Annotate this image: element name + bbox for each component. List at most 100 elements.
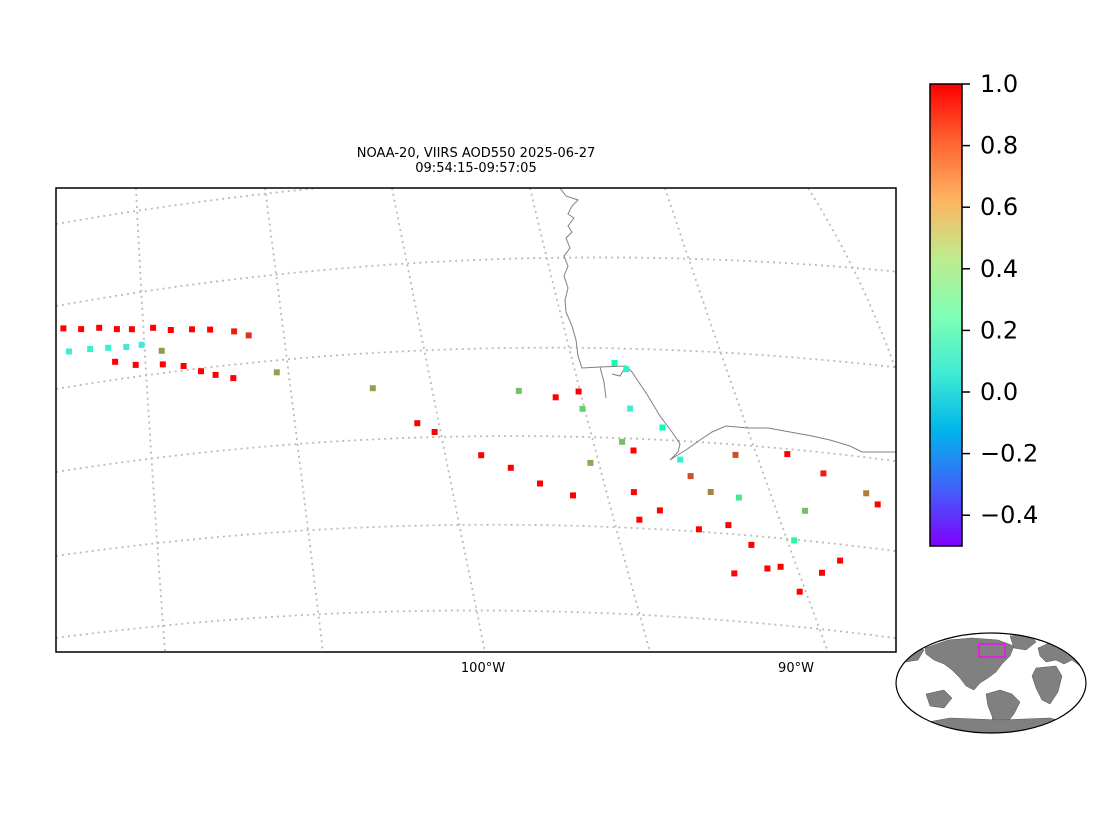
chart-subtitle: 09:54:15-09:57:05	[415, 161, 536, 176]
continent-north-america	[924, 637, 1015, 691]
aod-point	[837, 557, 844, 564]
aod-point	[138, 341, 145, 348]
aod-point	[630, 447, 637, 454]
aod-point	[150, 324, 157, 331]
x-tick-label: 90°W	[778, 661, 814, 676]
colorbar-tick-label: 0.2	[980, 316, 1018, 344]
aod-point	[735, 494, 742, 501]
aod-point	[87, 346, 94, 352]
aod-point	[796, 588, 803, 595]
aod-point	[132, 361, 139, 368]
aod-point	[731, 570, 738, 577]
colorbar-tick-label: −0.2	[980, 440, 1038, 468]
aod-point	[180, 363, 187, 369]
aod-point	[65, 348, 72, 355]
aod-point	[656, 507, 663, 514]
meridian-gridline	[391, 188, 486, 652]
aod-point	[627, 405, 634, 412]
aod-point	[231, 328, 238, 335]
aod-point	[579, 405, 586, 412]
aod-point	[784, 451, 791, 458]
aod-point	[431, 429, 438, 435]
aod-point	[791, 537, 798, 544]
colorbar-tick-label: 1.0	[980, 70, 1018, 98]
colorbar-tick-label: 0.8	[980, 132, 1018, 160]
aod-point	[820, 470, 827, 477]
parallel-gridline	[56, 609, 896, 640]
aod-point	[515, 387, 522, 394]
aod-point	[507, 464, 514, 471]
colorbar-tick-label: 0.4	[980, 255, 1018, 283]
colorbar-gradient	[929, 83, 963, 547]
aod-point	[777, 563, 784, 570]
aod-point	[159, 361, 166, 368]
aod-point	[60, 325, 67, 332]
meridian-gridline	[264, 188, 324, 652]
map-panel	[10, 187, 897, 653]
aod-point	[113, 326, 120, 333]
map-frame	[55, 187, 897, 653]
aod-point	[636, 516, 643, 523]
aod-point	[414, 420, 421, 427]
aod-point	[630, 489, 637, 496]
aod-point	[707, 489, 714, 495]
colorbar-tick-label: 0.6	[980, 193, 1018, 221]
aod-point	[478, 452, 485, 459]
parallel-gridline	[56, 256, 896, 307]
aod-point	[10, 328, 16, 334]
aod-point	[123, 344, 130, 350]
aod-point	[167, 327, 174, 333]
aod-point	[230, 375, 237, 382]
aod-point	[78, 326, 85, 333]
aod-point	[819, 569, 825, 576]
globe-outline	[895, 632, 1087, 734]
aod-point	[619, 438, 626, 445]
meridian-gridline	[664, 188, 829, 652]
aod-point	[623, 366, 630, 373]
aod-point	[128, 326, 135, 333]
parallel-gridline	[56, 346, 896, 390]
map-extent-box	[978, 643, 1006, 658]
map-background	[56, 188, 896, 652]
aod-point	[874, 501, 881, 508]
aod-point	[198, 368, 204, 375]
colorbar-tick-label: 0.0	[980, 378, 1018, 406]
aod-point	[587, 459, 594, 466]
continent-africa	[1031, 665, 1063, 705]
aod-point	[273, 369, 280, 376]
continent-australia	[925, 689, 953, 709]
aod-point	[687, 473, 694, 480]
colorbar: 1.0 0.8 0.6 0.4 0.2 0.0 −0.2 −0.4	[929, 70, 1038, 547]
aod-point	[659, 424, 666, 431]
aod-points	[10, 324, 881, 595]
aod-point	[96, 324, 103, 331]
aod-point	[552, 394, 559, 401]
continent-antarctica	[905, 717, 1081, 733]
aod-point	[764, 565, 771, 572]
parallel-gridline	[56, 435, 896, 473]
aod-point	[677, 456, 684, 463]
aod-point	[695, 526, 702, 533]
x-tick-label: 100°W	[461, 661, 505, 676]
aod-point	[802, 507, 808, 514]
aod-point	[863, 490, 870, 497]
gridlines	[56, 188, 896, 652]
aod-point	[537, 480, 543, 487]
parallel-gridline	[56, 523, 896, 557]
aod-point	[570, 492, 576, 499]
colorbar-tick-label: −0.4	[980, 501, 1038, 529]
aod-point	[611, 360, 618, 366]
aod-point	[725, 522, 732, 529]
aod-point	[748, 541, 755, 548]
meridian-gridline	[135, 188, 166, 652]
aod-point	[158, 347, 165, 354]
world-inset	[895, 632, 1087, 734]
aod-point	[575, 388, 582, 395]
aod-point	[212, 371, 219, 378]
aod-point	[48, 348, 54, 354]
chart-title: NOAA-20, VIIRS AOD550 2025-06-27	[357, 146, 595, 161]
aod-point	[40, 326, 46, 332]
aod-point	[189, 326, 195, 333]
aod-point	[207, 326, 214, 333]
